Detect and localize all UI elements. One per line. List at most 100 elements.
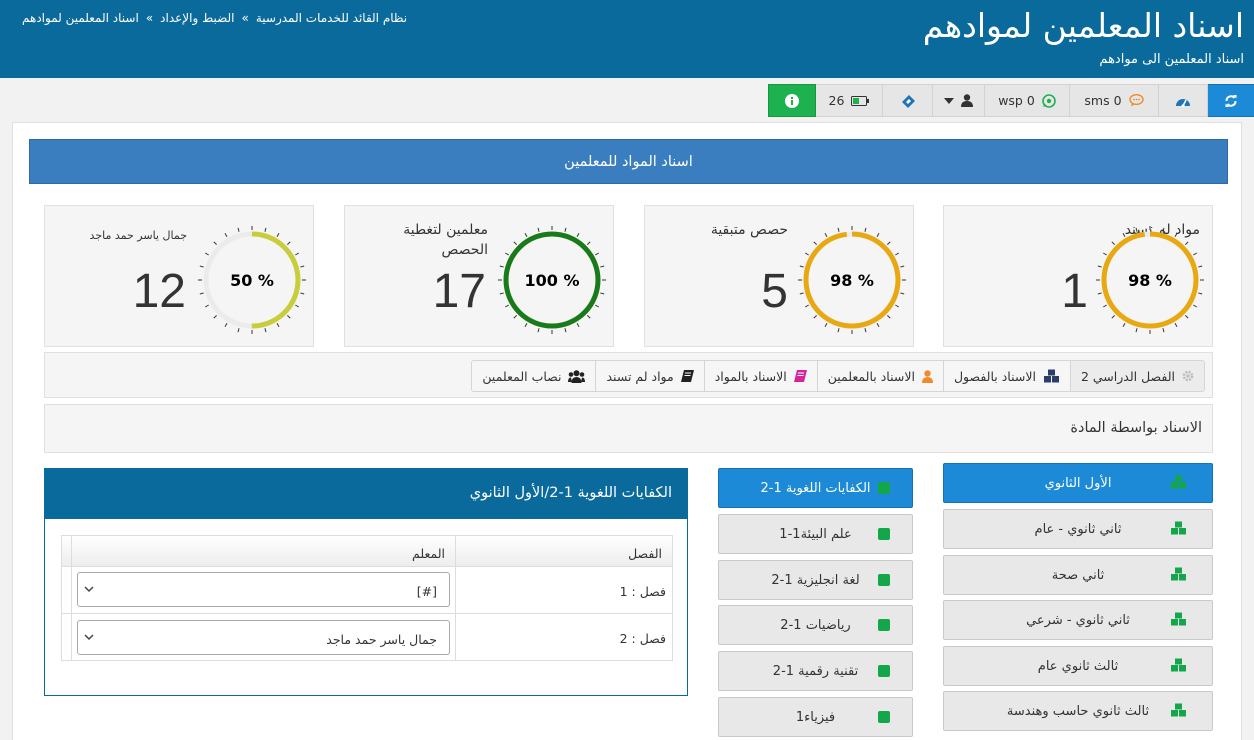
gauge-tick: [237, 328, 240, 333]
tab-unassigned[interactable]: مواد لم تسند: [595, 360, 704, 392]
tab-label: الاسناد بالمعلمين: [827, 368, 915, 384]
level-label: ثالث ثانوي عام: [1037, 658, 1119, 674]
assignment-title: الكفايات اللغوية 1-2/الأول الثانوي: [469, 485, 672, 501]
gear-icon: [1182, 370, 1194, 382]
dashboard-button[interactable]: [1159, 84, 1208, 117]
gauge-tick: [513, 315, 517, 319]
breadcrumb-item[interactable]: الضبط والإعداد: [160, 11, 235, 25]
subject-button[interactable]: لغة انجليزية 1-2: [718, 560, 913, 600]
status-square-icon: [878, 482, 890, 494]
stat-card-unassigned-subjects: مواد لم تسند 1 98 %: [943, 205, 1213, 347]
user-icon: [921, 369, 933, 383]
gauge-percent: 50 %: [230, 271, 274, 290]
level-label: ثاني ثانوي - شرعي: [1026, 612, 1130, 628]
stat-value: 17: [432, 265, 486, 318]
level-button[interactable]: ثاني صحة: [943, 555, 1213, 595]
gauge-tick: [504, 304, 509, 308]
refresh-button[interactable]: [1208, 84, 1254, 117]
breadcrumb-separator: »: [241, 11, 249, 25]
gauge-chart: 98 %: [1096, 226, 1204, 334]
subject-button[interactable]: رياضيات 1-2: [718, 605, 913, 645]
book-icon: [793, 370, 807, 382]
gauge-tick: [513, 241, 517, 245]
gauge-tick: [499, 292, 504, 295]
subject-label: رياضيات 1-2: [780, 617, 851, 633]
level-button[interactable]: ثالث ثانوي حاسب وهندسة: [943, 691, 1213, 731]
gauge-percent: 100 %: [525, 271, 580, 290]
toolbar: 26 wsp 0 sms 0: [768, 84, 1254, 117]
gauge-tick: [887, 241, 891, 245]
chevron-down-icon: [84, 634, 94, 641]
gauge-tick: [1097, 265, 1102, 268]
tab-by-subjects[interactable]: الاسناد بالمواد: [703, 360, 817, 392]
gauge-arc: [803, 231, 901, 329]
gauge-tick: [199, 292, 204, 295]
class-label: فصل : 1: [619, 584, 666, 599]
section-header: الاسناد بواسطة المادة: [44, 404, 1213, 453]
gauge-tick: [895, 252, 900, 256]
level-button[interactable]: ثالث ثانوي عام: [943, 646, 1213, 686]
whatsapp-button[interactable]: wsp 0: [985, 84, 1070, 117]
user-menu-button[interactable]: [933, 84, 985, 117]
level-button[interactable]: ثاني ثانوي - شرعي: [943, 600, 1213, 640]
gauge-tick: [1198, 265, 1203, 268]
subject-button[interactable]: فيزياء1: [718, 697, 913, 737]
tab-by-teachers[interactable]: الاسناد بالمعلمين: [816, 360, 943, 392]
teacher-select[interactable]: [#]: [77, 572, 450, 607]
gauge-tick: [504, 252, 509, 256]
cubes-icon: [1171, 658, 1186, 672]
column-header-spacer: [62, 536, 72, 567]
gauge-chart: 98 %: [798, 226, 906, 334]
gauge-tick: [824, 232, 828, 237]
gauge-arc: [1101, 231, 1199, 329]
book-dark-icon: [680, 370, 694, 382]
teacher-select-value: جمال ياسر حمد ماجد: [326, 632, 437, 647]
breadcrumb-item[interactable]: نظام القائد للخدمات المدرسية: [255, 11, 408, 25]
page-header: اسناد المعلمين لموادهم اسناد المعلمين ال…: [0, 0, 1254, 78]
assignment-header: الكفايات اللغوية 1-2/الأول الثانوي: [45, 469, 687, 519]
row-spacer: [62, 614, 72, 661]
status-square-icon: [878, 711, 890, 723]
section-title: الاسناد بواسطة المادة: [1070, 420, 1202, 436]
gauge-tick: [524, 323, 528, 328]
gauge-percent: 98 %: [1128, 271, 1172, 290]
gauge-tick: [537, 328, 540, 333]
gauge-tick: [824, 323, 828, 328]
info-button[interactable]: [768, 84, 816, 117]
tab-group: الفصل الدراسي 2 الاسناد بالفصول الاسناد …: [471, 360, 1205, 392]
status-square-icon: [878, 528, 890, 540]
cubes-icon: [1171, 475, 1186, 489]
cubes-icon: [1171, 703, 1186, 717]
gauge-tick: [1185, 315, 1189, 319]
level-button[interactable]: الأول الثانوي: [943, 463, 1213, 503]
battery-status[interactable]: 26: [816, 84, 883, 117]
subject-button[interactable]: الكفايات اللغوية 1-2: [718, 468, 913, 508]
table-row-teacher-cell: جمال ياسر حمد ماجد: [72, 614, 456, 661]
gauge-tick: [587, 315, 591, 319]
gauge-tick: [1102, 304, 1107, 308]
ticket-button[interactable]: [883, 84, 933, 117]
gauge-tick: [799, 292, 804, 295]
level-button[interactable]: ثاني ثانوي - عام: [943, 509, 1213, 549]
stat-card-remaining-periods: حصص متبقية 5 98 %: [644, 205, 914, 347]
gauge-tick: [813, 241, 817, 245]
gauge-tick: [204, 252, 209, 256]
teacher-select[interactable]: جمال ياسر حمد ماجد: [77, 620, 450, 655]
gauge-tick: [804, 304, 809, 308]
column-header-teacher: المعلم: [72, 536, 456, 567]
subject-button[interactable]: علم البيئة1-1: [718, 514, 913, 554]
tab-semester[interactable]: الفصل الدراسي 2: [1069, 360, 1205, 392]
tab-teacher-load[interactable]: نصاب المعلمين: [471, 360, 596, 392]
tab-by-classes[interactable]: الاسناد بالفصول: [942, 360, 1070, 392]
gauge-tick: [887, 315, 891, 319]
ticket-icon: [901, 94, 915, 108]
gauge-tick: [600, 265, 605, 268]
gauge-tick: [1111, 315, 1115, 319]
gauge-tick: [1193, 304, 1198, 308]
sms-button[interactable]: sms 0: [1070, 84, 1159, 117]
stat-label: حصص متبقية: [710, 222, 788, 238]
page-title: اسناد المعلمين لموادهم: [922, 6, 1244, 45]
gauge-tick: [564, 227, 567, 232]
subject-label: الكفايات اللغوية 1-2: [760, 480, 871, 496]
subject-button[interactable]: تقنية رقمية 1-2: [718, 651, 913, 691]
